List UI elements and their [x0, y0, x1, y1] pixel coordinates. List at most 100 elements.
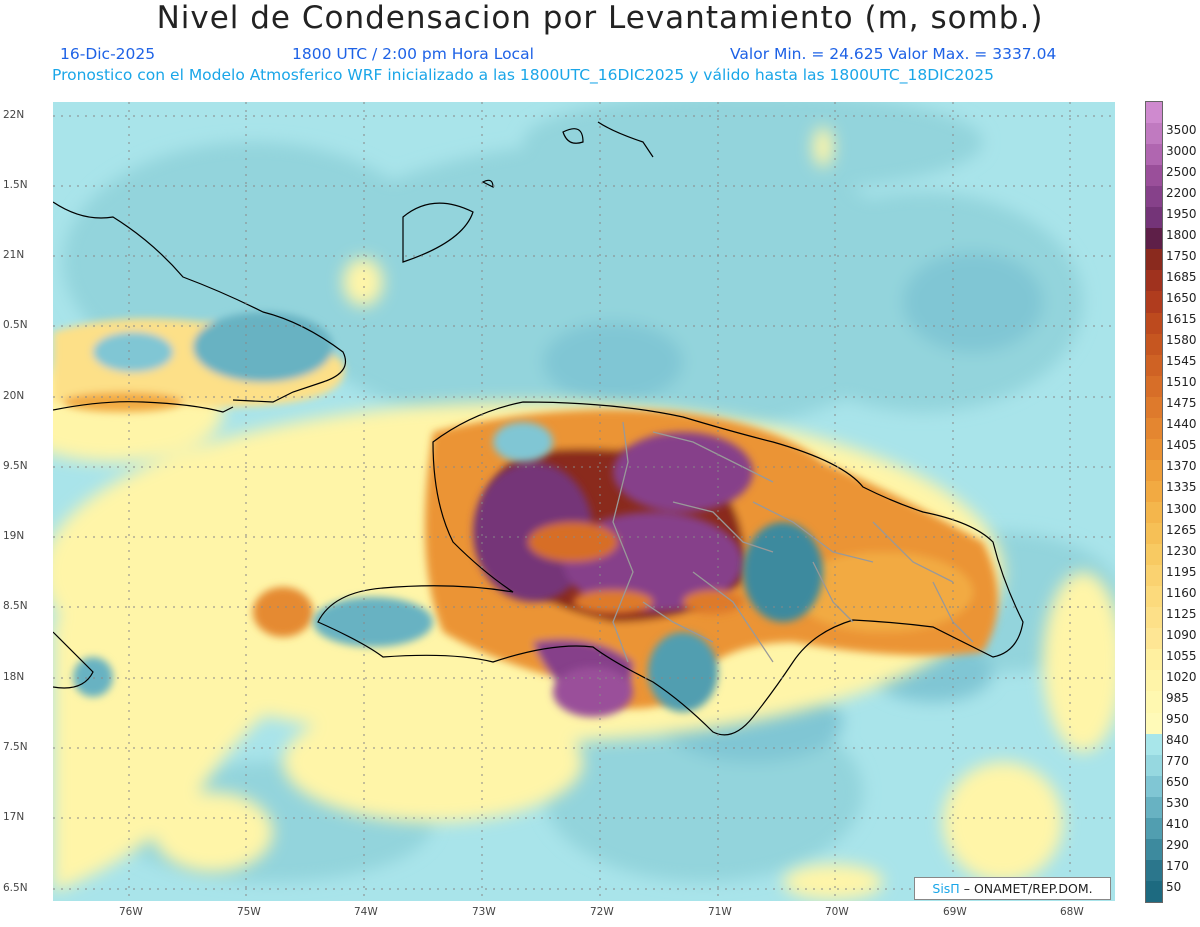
colorbar-label: 410: [1166, 817, 1189, 832]
colorbar-label: 1195: [1166, 564, 1197, 579]
lat-label: 19N: [3, 530, 25, 542]
colorbar-segment: [1146, 880, 1162, 903]
colorbar-segment: [1146, 123, 1162, 145]
coastlines: [53, 121, 1024, 736]
field-layer-purple: [473, 432, 753, 717]
colorbar-label: 650: [1166, 775, 1189, 790]
gridlines: [53, 102, 1115, 901]
lat-label: 7.5N: [3, 741, 28, 753]
colorbar-label: 770: [1166, 754, 1189, 769]
colorbar-label: 1020: [1166, 669, 1197, 684]
colorbar-label: 1160: [1166, 585, 1197, 600]
colorbar-segment: [1146, 375, 1162, 398]
colorbar-segment: [1146, 249, 1162, 271]
colorbar-label: 950: [1166, 712, 1189, 727]
lon-label: 73W: [472, 906, 496, 918]
colorbar-segment: [1146, 754, 1162, 777]
credit-org: – ONAMET/REP.DOM.: [963, 881, 1093, 896]
forecast-date: 16-Dic-2025: [60, 45, 156, 63]
colorbar-segment: [1146, 312, 1162, 335]
colorbar-segment: [1146, 396, 1162, 419]
colorbar-label: 1370: [1166, 459, 1197, 474]
lat-label: 18N: [3, 671, 25, 683]
colorbar-segment: [1146, 186, 1162, 208]
colorbar-segment: [1146, 796, 1162, 819]
colorbar-label: 1405: [1166, 438, 1197, 453]
lat-label: 1.5N: [3, 179, 28, 191]
map-title: Nivel de Condensacion por Levantamiento …: [156, 0, 1044, 36]
colorbar-segment: [1146, 291, 1162, 314]
sispi-logo-text: SisΠ: [932, 881, 960, 896]
colorbar-segment: [1146, 502, 1162, 524]
colorbar-segment: [1146, 207, 1162, 229]
colorbar-segment: [1146, 733, 1162, 756]
colorbar-label: 50: [1166, 880, 1182, 895]
colorbar-label: 1440: [1166, 417, 1197, 432]
colorbar-label: 1265: [1166, 522, 1197, 537]
colorbar-label: 1750: [1166, 248, 1197, 263]
colorbar-segment: [1146, 228, 1162, 250]
map-canvas: [53, 102, 1115, 901]
colorbar-label: 1580: [1166, 333, 1197, 348]
colorbar-segment: [1146, 438, 1162, 461]
province-borders: [612, 421, 974, 663]
colorbar: [1145, 101, 1163, 903]
lon-label: 68W: [1060, 906, 1084, 918]
colorbar-label: 290: [1166, 838, 1189, 853]
forecast-time: 1800 UTC / 2:00 pm Hora Local: [292, 45, 534, 63]
lat-label: 6.5N: [3, 882, 28, 894]
colorbar-segment: [1146, 775, 1162, 798]
colorbar-label: 3500: [1166, 122, 1197, 137]
colorbar-segment: [1146, 607, 1162, 629]
credit-box: SisΠ – ONAMET/REP.DOM.: [914, 877, 1111, 900]
colorbar-label: 1950: [1166, 206, 1197, 221]
colorbar-segment: [1146, 480, 1162, 503]
colorbar-label: 530: [1166, 796, 1189, 811]
colorbar-segment: [1146, 102, 1162, 124]
colorbar-label: 3000: [1166, 143, 1197, 158]
model-description: Pronostico con el Modelo Atmosferico WRF…: [52, 66, 994, 84]
colorbar-segment: [1146, 459, 1162, 482]
colorbar-label: 1125: [1166, 606, 1197, 621]
colorbar-segment: [1146, 628, 1162, 650]
lat-label: 20N: [3, 390, 25, 402]
colorbar-label: 985: [1166, 691, 1189, 705]
colorbar-label: 170: [1166, 859, 1189, 874]
field-layer-teal: [313, 422, 823, 712]
colorbar-segment: [1146, 859, 1162, 882]
colorbar-segment: [1146, 165, 1162, 187]
lat-label: 17N: [3, 811, 25, 823]
colorbar-label: 1615: [1166, 312, 1197, 327]
colorbar-label: 1650: [1166, 291, 1197, 305]
colorbar-segment: [1146, 670, 1162, 692]
colorbar-segment: [1146, 712, 1162, 735]
lon-label: 74W: [354, 906, 378, 918]
colorbar-segment: [1146, 354, 1162, 377]
colorbar-label: 1335: [1166, 480, 1197, 495]
colorbar-label: 1800: [1166, 227, 1197, 242]
colorbar-segment: [1146, 565, 1162, 587]
lon-label: 75W: [237, 906, 261, 918]
colorbar-label: 2500: [1166, 164, 1197, 179]
lat-label: 22N: [3, 109, 25, 121]
colorbar-label: 1685: [1166, 269, 1197, 284]
colorbar-label: 1510: [1166, 375, 1197, 390]
lat-label: 0.5N: [3, 319, 28, 331]
colorbar-label: 1475: [1166, 396, 1197, 411]
colorbar-label: 1090: [1166, 627, 1197, 642]
colorbar-segment: [1146, 333, 1162, 356]
colorbar-label: 1055: [1166, 648, 1197, 663]
colorbar-segment: [1146, 417, 1162, 440]
colorbar-label: 1545: [1166, 354, 1197, 369]
colorbar-segment: [1146, 838, 1162, 861]
lat-label: 9.5N: [3, 460, 28, 472]
colorbar-label: 1230: [1166, 543, 1197, 558]
lat-label: 21N: [3, 249, 25, 261]
lon-label: 69W: [943, 906, 967, 918]
colorbar-segment: [1146, 691, 1162, 714]
lon-label: 76W: [119, 906, 143, 918]
colorbar-segment: [1146, 523, 1162, 545]
value-min-max: Valor Min. = 24.625 Valor Max. = 3337.04: [730, 45, 1057, 63]
colorbar-segment: [1146, 586, 1162, 608]
colorbar-segment: [1146, 649, 1162, 671]
